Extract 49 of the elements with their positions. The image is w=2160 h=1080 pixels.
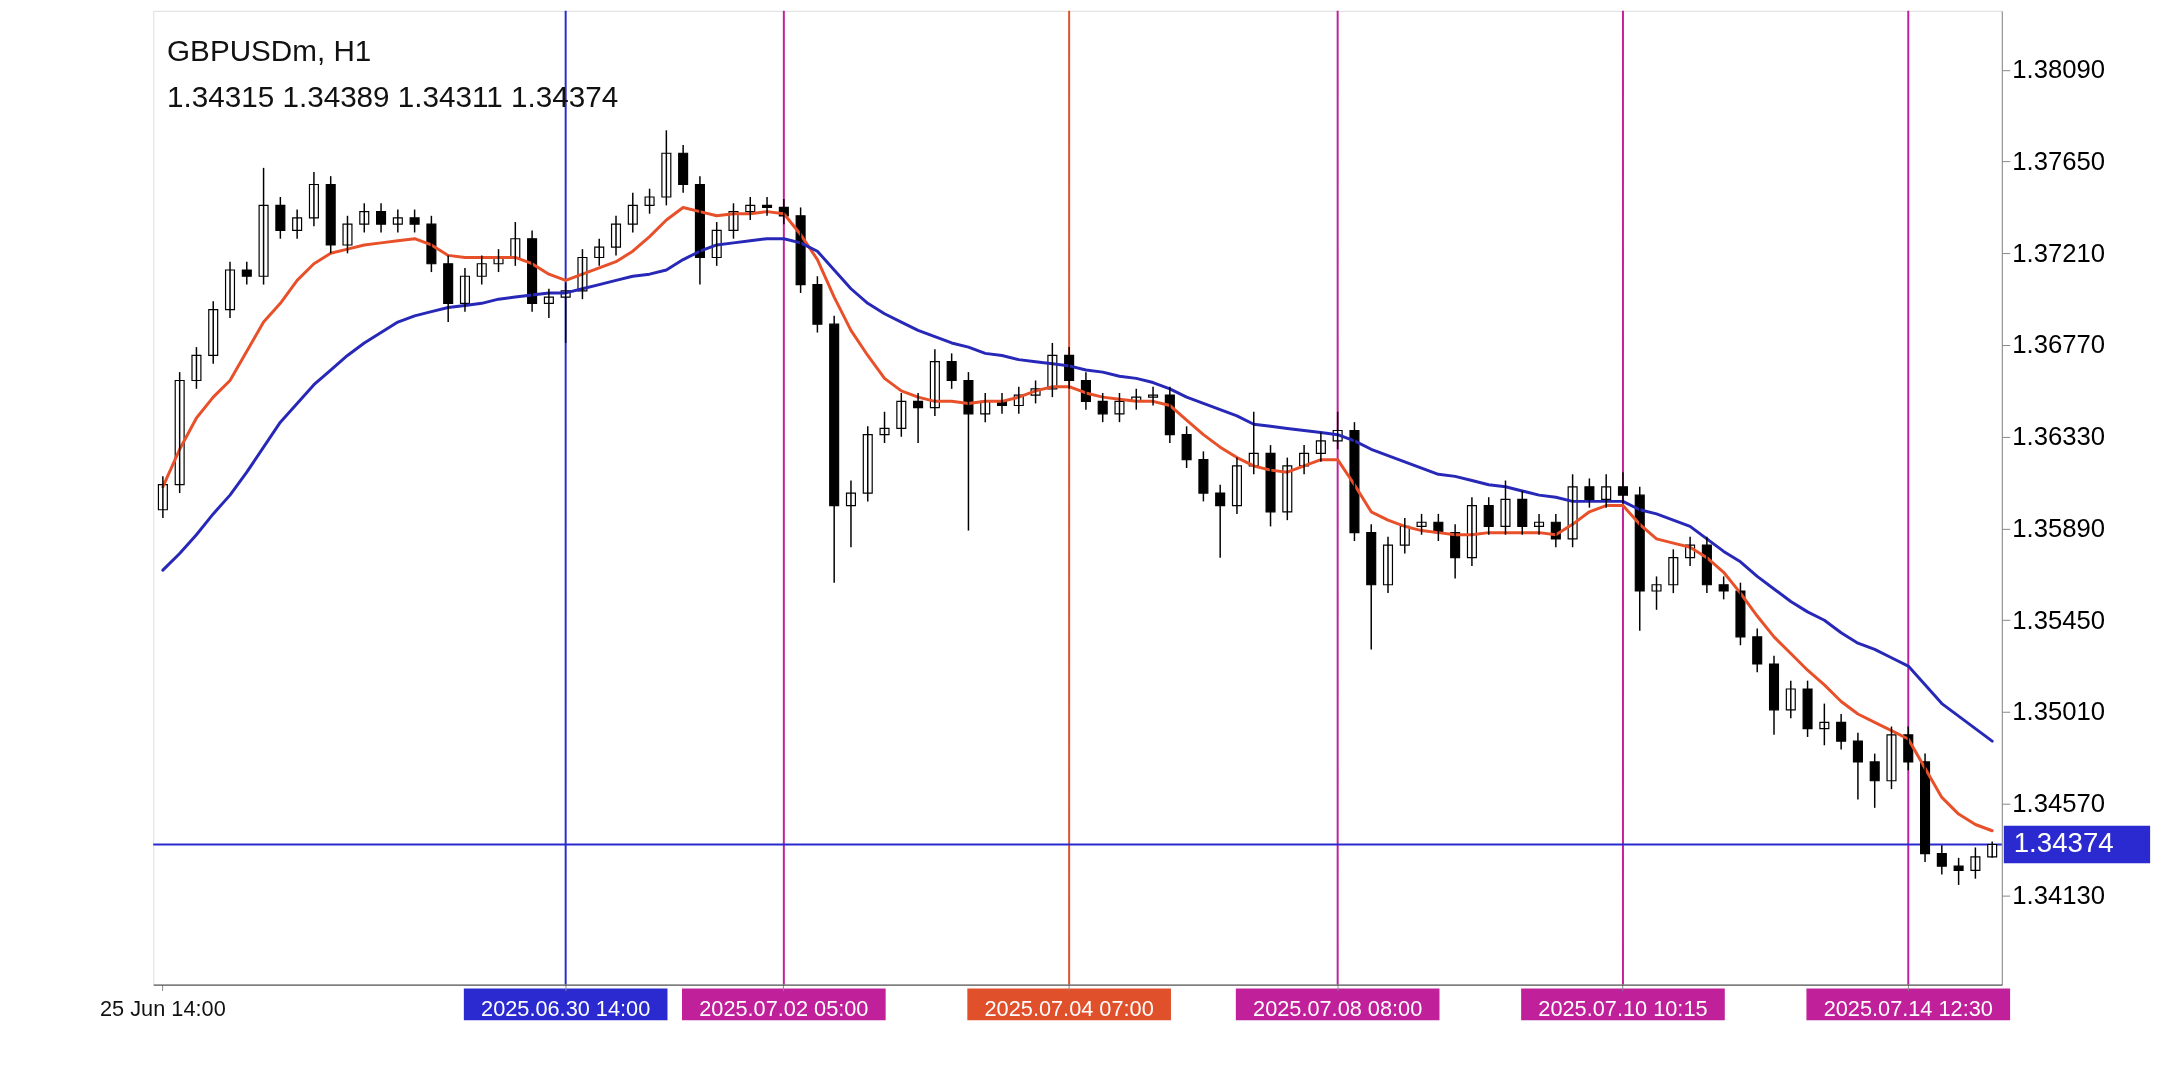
candlestick	[476, 254, 487, 286]
candlestick	[1500, 479, 1511, 536]
candlestick	[862, 425, 873, 503]
candlestick	[1148, 385, 1159, 407]
candlestick	[1584, 477, 1595, 509]
x-tick-label: 25 Jun 14:00	[100, 995, 226, 1021]
x-tick-label: 2025.06.30 14:00	[481, 995, 651, 1021]
candlestick	[879, 411, 890, 444]
y-tick-label: 1.37650	[2012, 146, 2106, 175]
y-tick-label: 1.35010	[2012, 697, 2106, 726]
x-tick-label: 2025.07.08 08:00	[1253, 995, 1423, 1021]
text: GBPUSDm, H1	[167, 34, 372, 68]
candlestick	[1198, 450, 1209, 503]
candlestick	[1416, 513, 1427, 536]
candlestick	[1869, 752, 1880, 809]
candlestick	[1718, 575, 1729, 601]
candlestick	[661, 129, 672, 207]
candlestick	[325, 175, 336, 255]
y-tick-label: 1.38090	[2012, 55, 2106, 84]
y-tick-label: 1.34130	[2012, 880, 2106, 909]
y-tick-label: 1.35890	[2012, 513, 2106, 542]
candlestick	[191, 346, 202, 390]
y-tick-label: 1.37210	[2012, 238, 2106, 267]
candlestick	[342, 215, 353, 255]
candlestick	[1802, 679, 1813, 738]
candlestick	[644, 187, 655, 215]
candlestick	[1114, 392, 1125, 423]
y-tick-label: 1.36770	[2012, 330, 2106, 359]
x-tick-label: 2025.07.02 05:00	[699, 995, 869, 1021]
candlestick	[1970, 846, 1981, 880]
candlestick	[258, 167, 269, 286]
candlestick	[946, 352, 957, 390]
candlestick	[409, 208, 420, 234]
y-tick-label: 1.34570	[2012, 789, 2106, 818]
candlestick	[812, 275, 823, 334]
candlestick	[1349, 421, 1360, 542]
candlestick	[1483, 496, 1494, 536]
ref-line-label: 1.34374	[2013, 827, 2114, 859]
candlestick	[1265, 444, 1276, 528]
line-series	[161, 237, 1994, 743]
x-tick-label: 2025.07.04 07:00	[984, 995, 1154, 1021]
y-tick-label: 1.35450	[2012, 605, 2106, 634]
x-tick-label: 2025.07.10 10:15	[1538, 995, 1708, 1021]
candlestick	[1886, 725, 1897, 790]
x-tick-label: 2025.07.14 12:30	[1823, 995, 1993, 1021]
candlestick	[1651, 575, 1662, 611]
candlestick	[359, 202, 370, 234]
y-tick-label: 1.36330	[2012, 422, 2106, 451]
candlestick	[1735, 581, 1746, 646]
